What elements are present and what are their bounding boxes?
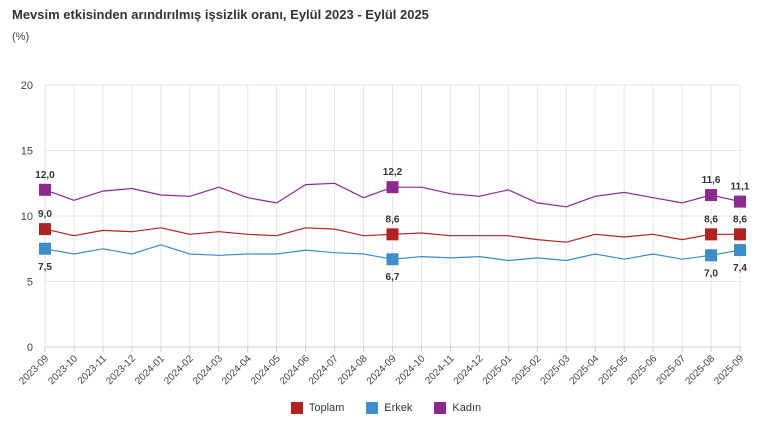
legend-item-erkek[interactable]: Erkek [366, 402, 412, 414]
y-tick-label: 5 [27, 277, 33, 289]
x-tick-label: 2023-12 [104, 353, 138, 387]
grid [44, 84, 741, 348]
series-markers: 9,0 8,6 8,6 8,6 7,5 6,7 7,0 7,4 12,0 12,2 11,6 11,1 [35, 167, 750, 283]
data-label-toplam: 8,6 [386, 214, 400, 225]
data-point-toplam [705, 228, 718, 241]
x-tick-label: 2023-09 [17, 353, 51, 387]
x-tick-label: 2023-11 [76, 353, 110, 387]
x-tick-label: 2024-01 [133, 353, 167, 387]
data-point-kadn [39, 183, 51, 196]
x-tick-label: 2024-12 [452, 353, 486, 387]
x-tick-label: 2024-03 [191, 353, 225, 387]
data-label-erkek: 6,7 [386, 272, 400, 283]
data-label-kadn: 11,1 [731, 182, 750, 193]
data-point-toplam [39, 223, 51, 236]
data-point-kadn [734, 195, 746, 208]
data-point-kadn [386, 181, 399, 194]
x-tick-label: 2024-11 [423, 353, 457, 387]
x-tick-label: 2025-01 [481, 353, 515, 387]
x-tick-label: 2024-04 [220, 353, 254, 387]
data-point-erkek [386, 253, 399, 266]
legend-swatch-erkek [366, 402, 379, 414]
y-tick-label: 10 [21, 211, 33, 223]
data-label-toplam: 9,0 [38, 209, 52, 220]
x-tick-label: 2025-08 [683, 353, 717, 387]
x-tick-label: 2025-03 [539, 353, 573, 387]
data-label-erkek: 7,0 [704, 268, 718, 279]
x-tick-label: 2024-09 [365, 353, 399, 387]
legend-label-kadin: Kadın [452, 402, 482, 414]
chart-title: Mevsim etkisinden arındırılmış işsizlik … [12, 7, 429, 22]
x-tick-label: 2023-10 [46, 353, 80, 387]
x-tick-label: 2024-07 [307, 353, 341, 387]
data-point-toplam [386, 228, 399, 241]
data-label-erkek: 7,5 [38, 262, 52, 273]
data-point-erkek [39, 242, 51, 255]
data-point-erkek [734, 244, 746, 257]
x-tick-label: 2025-02 [510, 353, 544, 387]
x-tick-label: 2024-02 [162, 353, 196, 387]
legend-item-toplam[interactable]: Toplam [290, 402, 345, 414]
data-label-kadn: 11,6 [702, 175, 721, 186]
legend-swatch-toplam [290, 402, 303, 414]
data-label-erkek: 7,4 [733, 263, 747, 274]
legend-label-toplam: Toplam [308, 402, 345, 414]
y-tick-label: 15 [21, 146, 33, 158]
data-point-toplam [734, 228, 746, 241]
x-tick-label: 2025-05 [597, 353, 631, 387]
data-label-kadn: 12,2 [383, 167, 403, 178]
legend-swatch-kadin [434, 402, 447, 414]
x-tick-label: 2024-06 [278, 353, 312, 387]
y-tick-label: 0 [27, 342, 33, 354]
y-axis: 0 5 10 15 20 [21, 80, 33, 354]
x-tick-label: 2025-09 [712, 353, 746, 387]
chart-subtitle: (%) [12, 31, 30, 43]
legend: Toplam Erkek Kadın [0, 402, 772, 414]
x-tick-label: 2024-05 [249, 353, 283, 387]
data-label-kadn: 12,0 [35, 170, 55, 181]
x-axis: 2023-092023-102023-112023-122024-012024-… [17, 347, 746, 387]
x-tick-label: 2025-06 [626, 353, 660, 387]
legend-item-kadin[interactable]: Kadın [434, 402, 481, 414]
y-tick-label: 20 [21, 80, 33, 92]
x-tick-label: 2024-10 [394, 353, 428, 387]
data-label-toplam: 8,6 [733, 214, 747, 225]
data-point-erkek [705, 249, 718, 262]
x-tick-label: 2024-08 [336, 353, 370, 387]
legend-label-erkek: Erkek [384, 402, 413, 414]
x-tick-label: 2025-07 [654, 353, 688, 387]
x-tick-label: 2025-04 [568, 353, 602, 387]
data-label-toplam: 8,6 [704, 214, 718, 225]
data-point-kadn [705, 189, 718, 202]
